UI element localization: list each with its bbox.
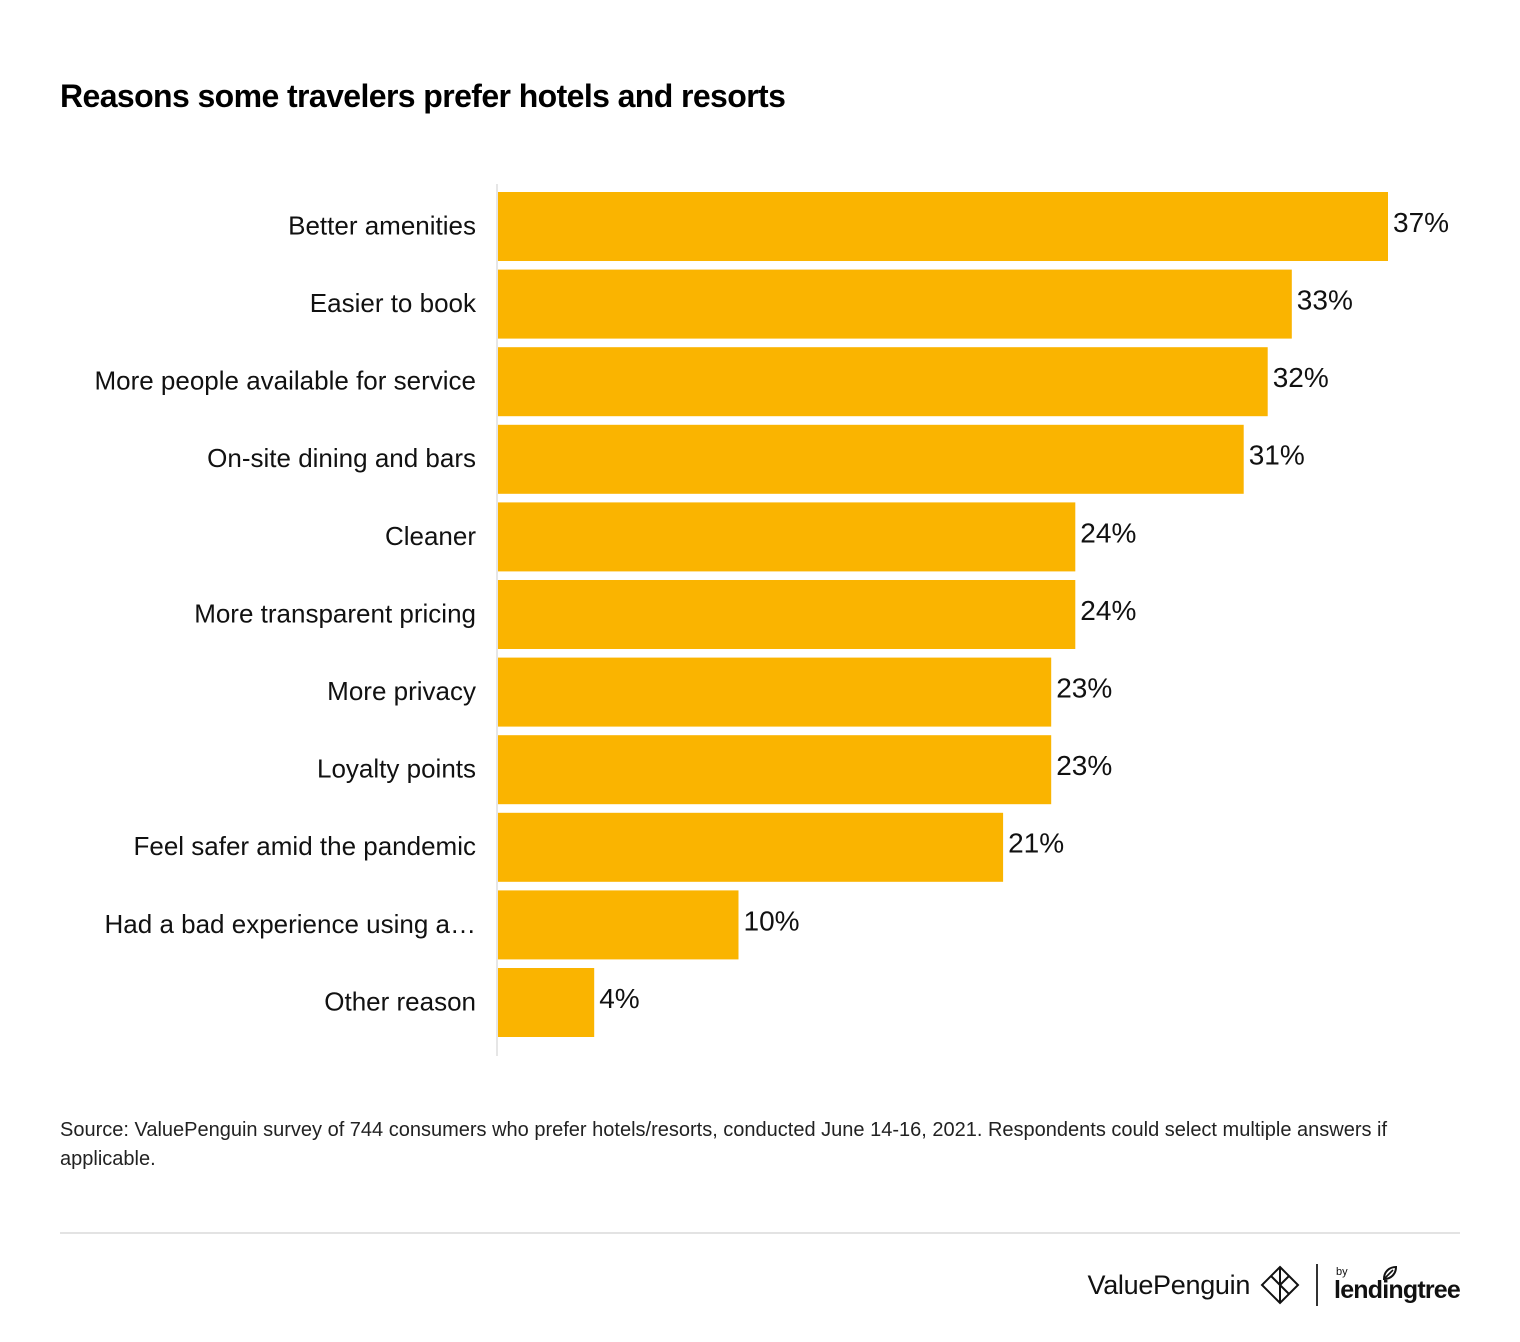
bar-8 [498,812,1004,882]
category-label: On-site dining and bars [207,443,476,473]
bar-2 [498,347,1268,417]
bar-9 [498,890,739,960]
value-label: 10% [744,905,800,936]
category-label: Feel safer amid the pandemic [133,831,476,861]
category-label: Cleaner [385,521,476,551]
footer-divider [60,1232,1460,1234]
bar-0 [498,192,1388,261]
chart-title: Reasons some travelers prefer hotels and… [60,78,786,114]
category-label: More transparent pricing [194,598,476,628]
bar-6 [498,657,1052,727]
category-label: More people available for service [94,366,476,396]
category-label: Had a bad experience using a… [105,909,476,939]
value-label: 32% [1273,362,1329,393]
value-label: 37% [1393,207,1449,238]
bar-4 [498,502,1076,572]
bar-3 [498,424,1244,494]
valuepenguin-wordmark: ValuePenguin [1087,1269,1251,1300]
value-label: 23% [1056,672,1112,703]
lendingtree-logo: by lendingtree [1334,1265,1461,1304]
value-label: 24% [1080,595,1136,626]
footer-branding: ValuePenguin by lendingtree [1088,1262,1461,1308]
category-label: Loyalty points [317,754,476,784]
brand-divider [1316,1264,1319,1306]
value-label: 4% [599,983,639,1014]
source-note: Source: ValuePenguin survey of 744 consu… [60,1119,1388,1170]
valuepenguin-logo-icon [1260,1265,1300,1305]
value-label: 33% [1297,284,1353,315]
bars-group: Better amenities 37% Easier to book 33% More… [94,192,1449,1037]
category-label: Other reason [324,986,476,1016]
lendingtree-leaf-icon [1383,1265,1398,1281]
bar-5 [498,580,1076,649]
category-label: More privacy [327,676,476,706]
bar-7 [498,735,1052,805]
value-label: 24% [1080,517,1136,548]
bar-10 [498,968,595,1037]
value-label: 21% [1008,828,1064,859]
category-label: Better amenities [288,210,476,240]
bar-1 [498,269,1292,339]
value-label: 31% [1249,440,1305,471]
value-label: 23% [1056,750,1112,781]
category-label: Easier to book [310,288,477,318]
lendingtree-by-label: by [1336,1266,1348,1278]
lendingtree-wordmark: lendingtree [1334,1276,1461,1304]
